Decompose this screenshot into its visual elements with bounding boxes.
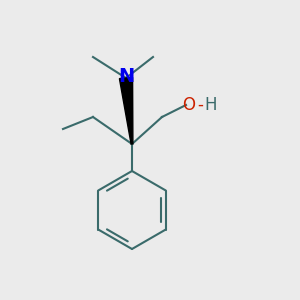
Text: -: - <box>197 96 203 114</box>
Polygon shape <box>119 77 133 144</box>
Text: O: O <box>182 96 196 114</box>
Text: H: H <box>204 96 217 114</box>
Text: N: N <box>118 67 134 86</box>
